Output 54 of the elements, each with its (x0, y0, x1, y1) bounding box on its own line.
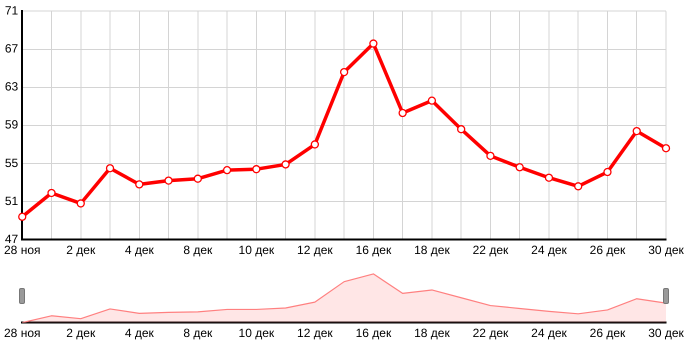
point (632, 126, 641, 136)
point (574, 182, 582, 190)
point (486, 152, 495, 160)
x-tick-label: 24 дек (531, 243, 568, 258)
x-tick-label: 30 дек (648, 326, 685, 340)
x-tick-label: 22 дек (472, 243, 509, 258)
point (106, 164, 114, 172)
x-tick-label: 28 ноя (4, 326, 40, 340)
point (662, 144, 670, 152)
point (164, 176, 173, 185)
x-tick-label: 10 дек (238, 326, 275, 340)
y-tick-label: 67 (4, 42, 19, 56)
x-tick-label: 4 дек (124, 243, 154, 258)
y-tick-label: 59 (4, 118, 19, 132)
x-tick-label: 8 дек (183, 243, 214, 258)
point (194, 174, 202, 183)
x-tick-label: 22 дек (472, 326, 509, 340)
x-tick-label: 28 ноя (4, 243, 40, 258)
x-tick-label: 26 дек (590, 243, 626, 258)
x-tick-label: 24 дек (531, 326, 568, 340)
x-tick-label: 18 дек (414, 243, 450, 258)
x-tick-label: 16 дек (356, 326, 392, 340)
point (457, 125, 466, 134)
x-tick-label: 12 дек (297, 243, 334, 258)
y-tick-label: 63 (4, 80, 19, 94)
point (340, 68, 348, 76)
y-tick-label: 47 (4, 232, 19, 246)
x-tick-label: 10 дек (238, 243, 275, 258)
point (369, 39, 378, 48)
point (281, 160, 290, 169)
point (398, 108, 407, 118)
y-tick-label: 55 (4, 156, 19, 170)
point (516, 163, 524, 172)
y-tick-label: 51 (4, 194, 19, 208)
point (222, 166, 232, 174)
point (47, 188, 56, 198)
x-tick-label: 12 дек (297, 326, 334, 340)
y-tick-label: 71 (4, 4, 19, 18)
x-tick-label: 18 дек (414, 326, 450, 340)
point (310, 140, 320, 149)
x-tick-label: 4 дек (124, 326, 154, 340)
x-tick-label: 2 дек (66, 243, 96, 258)
point (544, 174, 554, 182)
x-tick-label: 26 дек (590, 326, 626, 340)
x-tick-label: 30 дек (648, 243, 685, 258)
point (252, 165, 260, 174)
point (18, 212, 26, 221)
point (135, 180, 144, 189)
x-tick-label: 2 дек (66, 326, 96, 340)
point (428, 96, 436, 105)
x-tick-label: 16 дек (356, 243, 392, 258)
x-tick-label: 8 дек (183, 326, 214, 340)
point (76, 199, 85, 208)
point (603, 168, 612, 176)
